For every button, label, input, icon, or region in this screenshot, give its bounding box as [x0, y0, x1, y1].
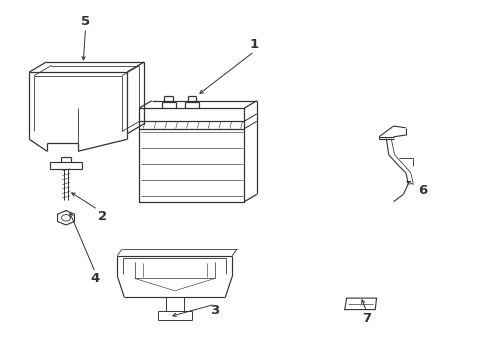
Text: 2: 2: [98, 210, 107, 222]
Text: 7: 7: [362, 312, 370, 325]
Text: 4: 4: [91, 273, 100, 285]
Text: 5: 5: [81, 15, 90, 28]
Text: 6: 6: [418, 184, 427, 197]
Text: 1: 1: [249, 39, 258, 51]
Text: 3: 3: [210, 304, 219, 317]
